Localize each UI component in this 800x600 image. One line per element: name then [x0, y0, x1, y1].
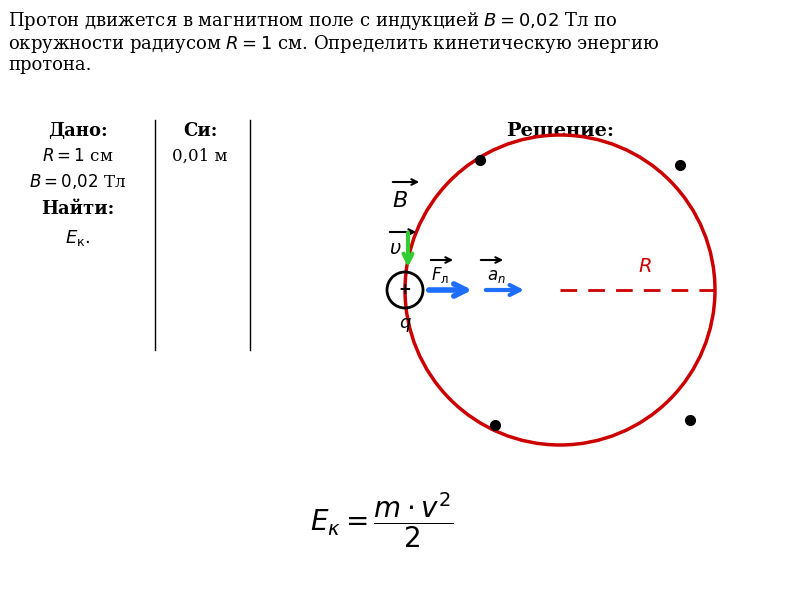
Text: Протон движется в магнитном поле с индукцией $B = 0{,}02$ Тл по: Протон движется в магнитном поле с индук…	[8, 10, 618, 32]
Text: Найти:: Найти:	[42, 200, 114, 218]
Text: Си:: Си:	[183, 122, 217, 140]
Text: Дано:: Дано:	[48, 122, 108, 140]
Text: $E_{\kappa} = \dfrac{m \cdot v^2}{2}$: $E_{\kappa} = \dfrac{m \cdot v^2}{2}$	[310, 490, 454, 550]
Text: +: +	[398, 283, 411, 298]
Text: Решение:: Решение:	[506, 122, 614, 140]
Text: $\upsilon$: $\upsilon$	[389, 240, 402, 258]
Text: 0,01 м: 0,01 м	[172, 148, 228, 165]
Text: $a_{n}$: $a_{n}$	[487, 268, 506, 285]
Text: $B = 0{,}02$ Тл: $B = 0{,}02$ Тл	[30, 172, 126, 191]
Text: протона.: протона.	[8, 56, 91, 74]
Text: $E_{\rm к}.$: $E_{\rm к}.$	[66, 228, 90, 248]
Text: окружности радиусом $R = 1$ см. Определить кинетическую энергию: окружности радиусом $R = 1$ см. Определи…	[8, 33, 659, 55]
Text: $F_{\rm л}$: $F_{\rm л}$	[431, 265, 449, 285]
Text: $R = 1$ см: $R = 1$ см	[42, 148, 114, 165]
Text: $B$: $B$	[392, 190, 408, 212]
Text: $R$: $R$	[638, 258, 652, 276]
Text: $q$: $q$	[398, 316, 411, 334]
